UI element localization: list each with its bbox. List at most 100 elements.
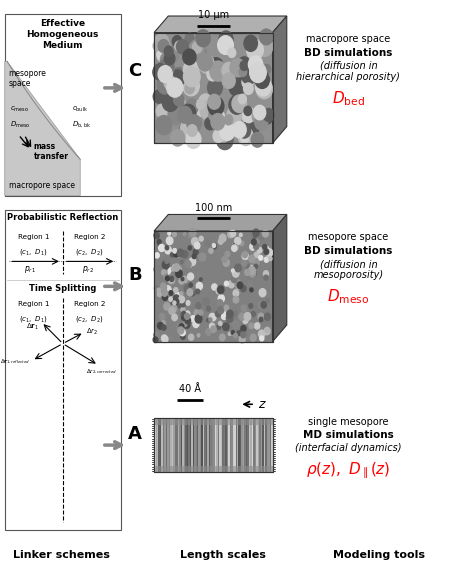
Circle shape bbox=[183, 232, 186, 236]
Circle shape bbox=[183, 49, 196, 65]
Circle shape bbox=[250, 63, 266, 83]
Circle shape bbox=[153, 90, 164, 103]
Circle shape bbox=[207, 306, 210, 311]
Circle shape bbox=[256, 36, 273, 56]
Circle shape bbox=[169, 291, 173, 295]
Circle shape bbox=[166, 237, 173, 244]
Circle shape bbox=[209, 248, 213, 253]
Circle shape bbox=[261, 110, 273, 124]
Circle shape bbox=[227, 107, 242, 124]
Circle shape bbox=[182, 251, 188, 258]
Circle shape bbox=[185, 311, 190, 316]
Circle shape bbox=[259, 235, 264, 240]
Bar bbox=[261, 418, 262, 472]
Circle shape bbox=[263, 65, 271, 74]
Circle shape bbox=[156, 116, 172, 135]
Circle shape bbox=[231, 331, 234, 334]
Circle shape bbox=[180, 329, 185, 336]
Circle shape bbox=[233, 244, 238, 250]
Circle shape bbox=[185, 285, 190, 291]
Text: $\Delta\mathbf{r}_{1,reflected}$: $\Delta\mathbf{r}_{1,reflected}$ bbox=[0, 358, 30, 366]
Circle shape bbox=[249, 269, 255, 277]
Circle shape bbox=[264, 328, 270, 335]
Circle shape bbox=[258, 302, 264, 308]
Circle shape bbox=[162, 92, 178, 112]
Circle shape bbox=[235, 238, 240, 244]
Circle shape bbox=[172, 36, 182, 47]
Text: 10 μm: 10 μm bbox=[198, 10, 229, 20]
Circle shape bbox=[178, 327, 184, 334]
Bar bbox=[231, 418, 233, 472]
Circle shape bbox=[242, 260, 247, 266]
Bar bbox=[154, 466, 273, 472]
Bar bbox=[154, 33, 273, 143]
Bar bbox=[185, 418, 187, 472]
Circle shape bbox=[233, 269, 239, 277]
Circle shape bbox=[218, 295, 224, 302]
Text: z: z bbox=[258, 398, 265, 411]
Circle shape bbox=[164, 104, 181, 124]
Bar bbox=[222, 418, 224, 472]
Circle shape bbox=[233, 297, 239, 303]
Circle shape bbox=[175, 98, 186, 112]
Polygon shape bbox=[5, 61, 80, 196]
Text: $p_{r2}$: $p_{r2}$ bbox=[82, 264, 94, 274]
Polygon shape bbox=[273, 16, 287, 143]
Circle shape bbox=[205, 117, 215, 130]
Text: Effective
Homogeneous
Medium: Effective Homogeneous Medium bbox=[27, 19, 99, 50]
Circle shape bbox=[221, 312, 228, 319]
Circle shape bbox=[172, 314, 177, 321]
Circle shape bbox=[212, 284, 217, 290]
Circle shape bbox=[212, 243, 216, 247]
Circle shape bbox=[209, 113, 222, 129]
Circle shape bbox=[231, 97, 248, 117]
Bar bbox=[167, 418, 169, 472]
Circle shape bbox=[170, 307, 176, 314]
Text: 100 nm: 100 nm bbox=[195, 202, 232, 213]
Circle shape bbox=[199, 94, 212, 111]
Circle shape bbox=[205, 240, 210, 246]
Text: BD simulations: BD simulations bbox=[304, 246, 392, 256]
Circle shape bbox=[188, 246, 191, 250]
Circle shape bbox=[210, 316, 212, 319]
Circle shape bbox=[196, 289, 200, 294]
Circle shape bbox=[179, 278, 184, 284]
Circle shape bbox=[162, 335, 167, 341]
Circle shape bbox=[211, 243, 217, 249]
Bar bbox=[182, 418, 184, 472]
Circle shape bbox=[173, 94, 184, 106]
Bar bbox=[154, 418, 273, 425]
Circle shape bbox=[237, 331, 241, 336]
Circle shape bbox=[263, 244, 267, 249]
Circle shape bbox=[258, 313, 264, 320]
Circle shape bbox=[168, 335, 173, 340]
Circle shape bbox=[164, 274, 169, 280]
Circle shape bbox=[255, 114, 268, 130]
Bar bbox=[5, 210, 121, 530]
Circle shape bbox=[254, 239, 259, 245]
Circle shape bbox=[186, 301, 190, 305]
Bar bbox=[160, 418, 162, 472]
Circle shape bbox=[181, 260, 183, 264]
Circle shape bbox=[162, 261, 169, 269]
Circle shape bbox=[176, 270, 182, 277]
Circle shape bbox=[153, 337, 158, 342]
Circle shape bbox=[189, 121, 198, 131]
Bar bbox=[170, 418, 172, 472]
Circle shape bbox=[164, 76, 176, 90]
Circle shape bbox=[255, 323, 260, 329]
Circle shape bbox=[223, 323, 229, 331]
Circle shape bbox=[159, 59, 174, 77]
Circle shape bbox=[244, 312, 251, 320]
Circle shape bbox=[165, 259, 169, 263]
Bar bbox=[259, 418, 261, 472]
Circle shape bbox=[181, 120, 194, 137]
Text: $c_\mathrm{meso}$: $c_\mathrm{meso}$ bbox=[10, 105, 29, 114]
Text: C: C bbox=[128, 62, 142, 80]
Circle shape bbox=[166, 46, 179, 62]
Circle shape bbox=[224, 305, 228, 310]
Circle shape bbox=[159, 244, 164, 251]
Circle shape bbox=[261, 302, 266, 308]
Circle shape bbox=[185, 99, 198, 115]
Circle shape bbox=[235, 264, 241, 272]
